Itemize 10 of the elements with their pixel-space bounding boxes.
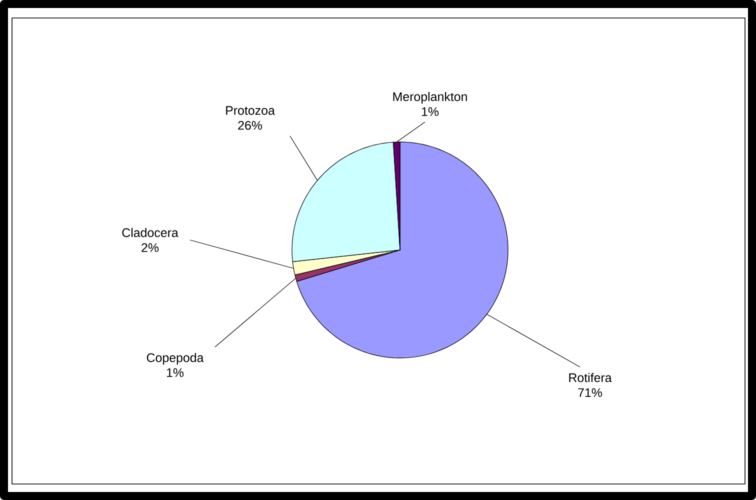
slice-label: Copepoda	[146, 352, 204, 365]
data-label: 26%	[238, 120, 262, 130]
slice-label: Cladocera	[122, 228, 178, 238]
slice-label: Meroplankton	[393, 92, 467, 104]
data-label: 2%	[142, 243, 159, 252]
data-label: 1%	[166, 368, 184, 378]
slice-label: Protozoa	[226, 106, 275, 115]
data-label: 1%	[422, 107, 439, 116]
slice-label: Rotifera	[569, 372, 612, 382]
data-label: 71%	[578, 388, 602, 398]
